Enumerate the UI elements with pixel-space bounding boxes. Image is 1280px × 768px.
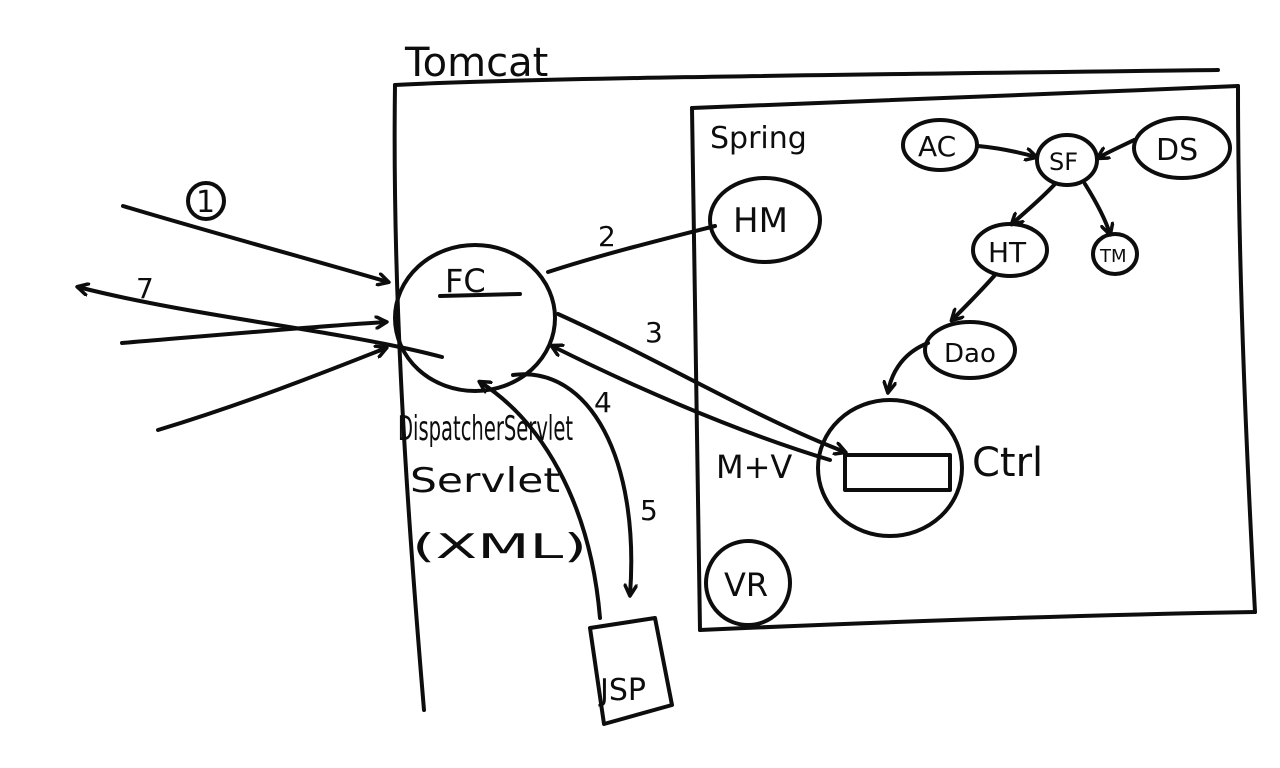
dao-label: Dao xyxy=(944,339,996,369)
step-7-label: 7 xyxy=(136,272,154,305)
spring-container: Spring xyxy=(690,84,1257,632)
handler-mapping-node: 2 HM xyxy=(546,176,822,274)
front-controller-node: FC DispatcherServlet Servlet (XML) xyxy=(393,243,587,567)
tm-label: TM xyxy=(1099,246,1127,267)
jsp-flow: 4 5 xyxy=(480,372,658,620)
step-5-label: 5 xyxy=(640,494,658,527)
tomcat-title: Tomcat xyxy=(404,40,548,86)
spring-label: Spring xyxy=(710,121,807,156)
tomcat-container: Tomcat xyxy=(392,40,1220,712)
step-3-label: 3 xyxy=(645,316,663,349)
controller-label: Ctrl xyxy=(972,440,1043,486)
dispatcher-label-3: (XML) xyxy=(412,527,587,567)
tm-node xyxy=(1091,232,1139,276)
step-1-label: 1 xyxy=(196,185,215,220)
step-4-label: 4 xyxy=(594,386,612,419)
controller-model-box xyxy=(843,453,952,492)
dispatcher-label-2: Servlet xyxy=(410,461,560,501)
sf-label: SF xyxy=(1049,148,1078,176)
controller-flow: 3 M+V xyxy=(552,312,845,486)
view-resolver-label: VR xyxy=(724,566,768,604)
handler-mapping-label: HM xyxy=(733,201,788,241)
ds-node xyxy=(1132,116,1232,180)
model-view-label: M+V xyxy=(716,448,792,486)
controller-node: Ctrl xyxy=(816,398,1043,538)
step-1-circle xyxy=(186,181,226,221)
ac-label: AC xyxy=(918,130,956,163)
view-resolver-node: VR xyxy=(704,539,792,627)
jsp-node: JSP xyxy=(588,616,674,726)
dao-node xyxy=(923,320,1017,380)
jsp-label: JSP xyxy=(598,673,646,708)
incoming-requests: 1 7 xyxy=(78,181,444,432)
ds-label: DS xyxy=(1156,133,1198,168)
dispatcher-label-1: DispatcherServlet xyxy=(398,409,573,449)
ht-label: HT xyxy=(988,236,1027,269)
step-2-label: 2 xyxy=(598,220,616,253)
bean-graph: AC SF DS HT TM Dao xyxy=(888,116,1232,392)
